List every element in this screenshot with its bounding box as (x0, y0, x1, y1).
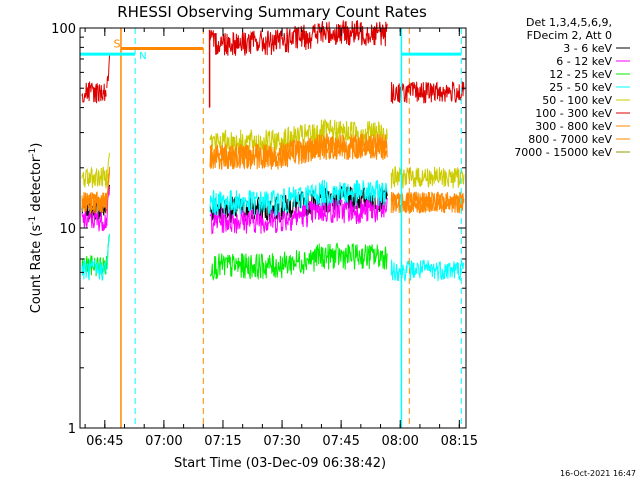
legend-entry-label: 100 - 300 keV (535, 107, 612, 120)
x-tick-label: 07:30 (263, 434, 300, 449)
x-tick-label: 07:45 (322, 434, 359, 449)
x-tick-label: 08:00 (381, 434, 418, 449)
legend-entry-label: 7000 - 15000 keV (514, 146, 612, 159)
saa-flag-label: S (113, 37, 120, 50)
y-tick-label: 1 (68, 422, 76, 437)
legend-entry-label: 6 - 12 keV (556, 55, 612, 68)
legend-header: FDecim 2, Att 0 (527, 29, 612, 42)
legend-entry-label: 12 - 25 keV (549, 68, 612, 81)
plot-area: SN (80, 20, 465, 428)
x-tick-label: 07:15 (204, 434, 241, 449)
chart-title: RHESSI Observing Summary Count Rates (117, 3, 427, 21)
night-flag-label: N (139, 51, 146, 62)
series-line (81, 186, 388, 235)
y-axis-label: Count Rate (s-1 detector-1) (28, 143, 44, 314)
timestamp: 16-Oct-2021 16:47 (560, 469, 636, 478)
series-line (81, 179, 465, 282)
y-tick-label: 10 (59, 222, 76, 237)
legend-header: Det 1,3,4,5,6,9, (526, 16, 612, 29)
x-tick-label: 08:15 (441, 434, 478, 449)
legend: Det 1,3,4,5,6,9,FDecim 2, Att 03 - 6 keV… (514, 16, 630, 159)
legend-entry-label: 3 - 6 keV (563, 42, 612, 55)
legend-entry-label: 25 - 50 keV (549, 81, 612, 94)
series-line (81, 134, 465, 214)
legend-entry-label: 50 - 100 keV (542, 94, 612, 107)
x-axis-label: Start Time (03-Dec-09 06:38:42) (174, 456, 386, 471)
legend-entry-label: 800 - 7000 keV (528, 133, 612, 146)
series-line (81, 20, 465, 105)
legend-entry-label: 300 - 800 keV (535, 120, 612, 133)
y-axis: 1 10 100 (51, 22, 466, 437)
series-line (81, 118, 465, 189)
x-tick-label: 06:45 (86, 434, 123, 449)
y-tick-label: 100 (51, 22, 76, 37)
x-axis: 06:45 07:00 07:15 07:30 07:45 08:00 08:15 (84, 28, 478, 449)
x-tick-label: 07:00 (145, 434, 182, 449)
